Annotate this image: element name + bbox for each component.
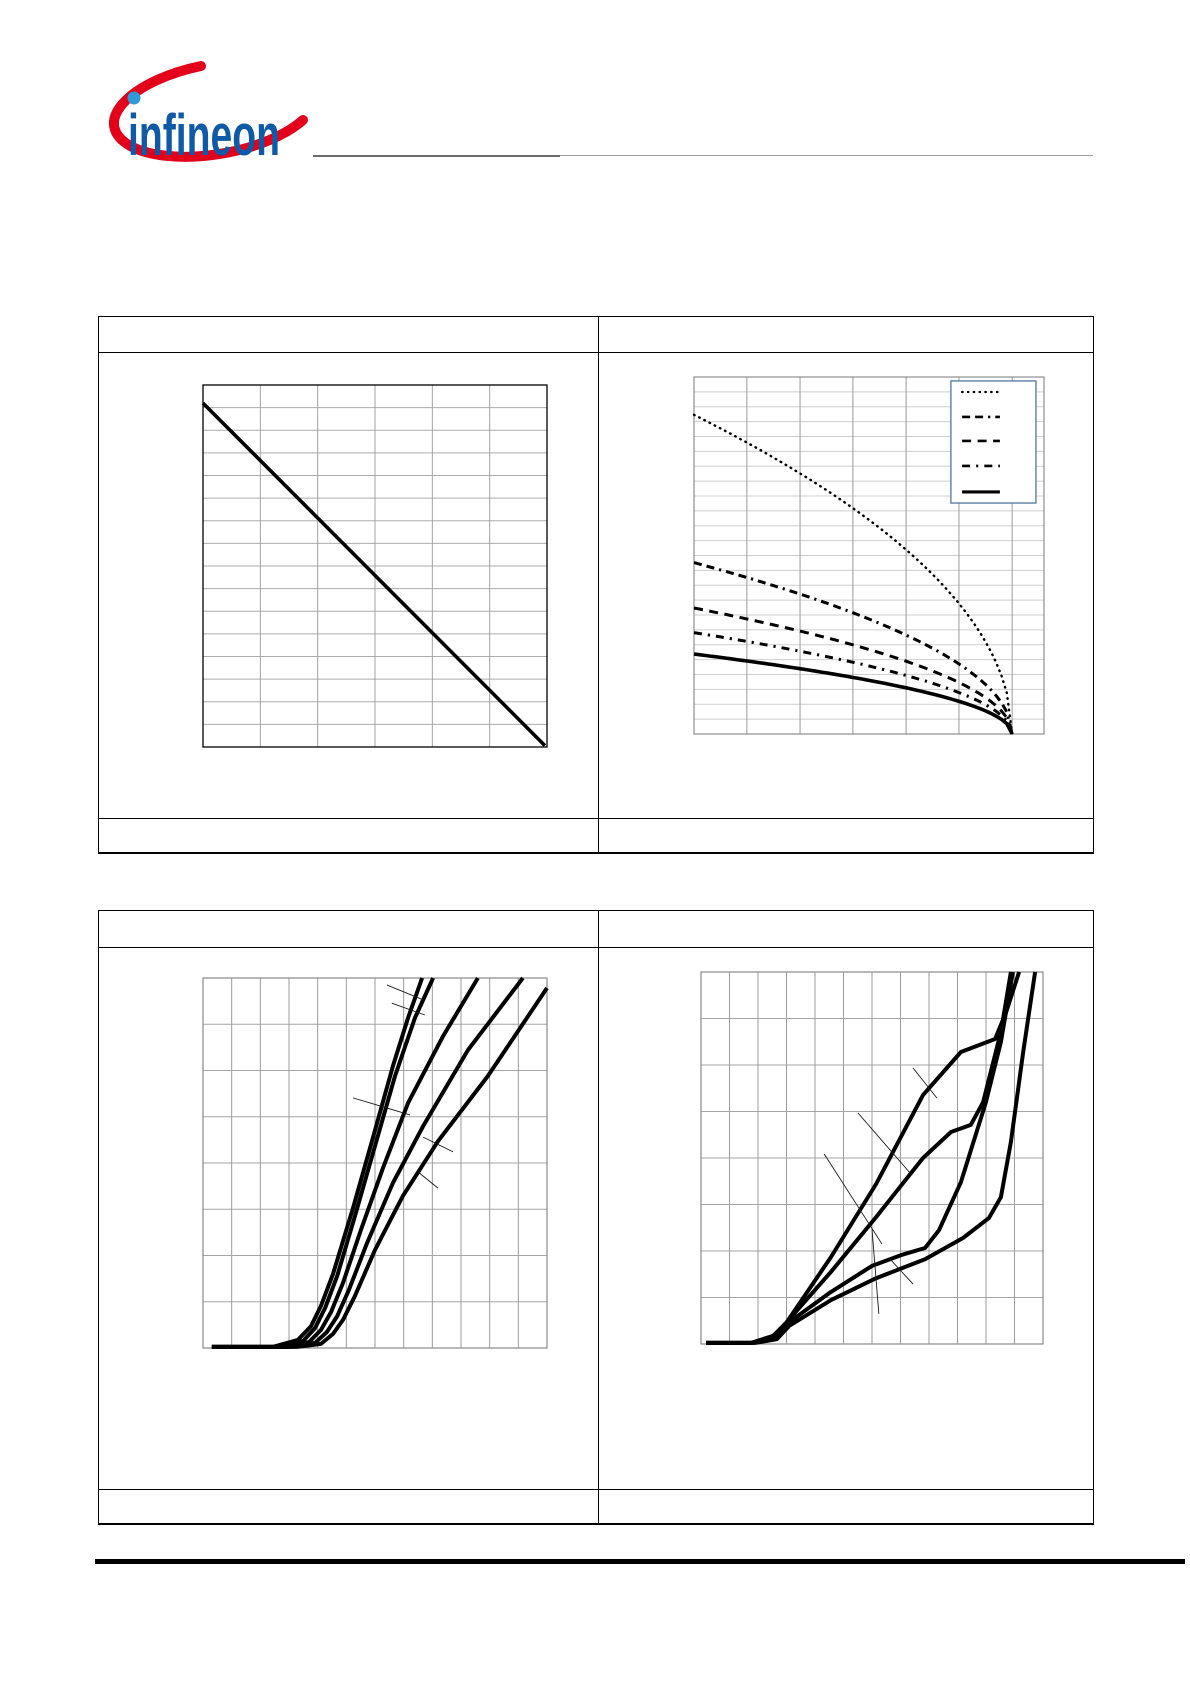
bottom-table-border-bottom [98,1523,1094,1525]
header-rule-right [560,155,1093,156]
top-table-border-right [1092,316,1094,854]
top-table-border-left [98,316,100,854]
bottom-table-footer-divider [98,1489,1094,1490]
chart-bottom-right-curves [700,971,1044,1345]
footer-rule [95,1559,1185,1564]
logo-wordmark: infineon [128,103,280,168]
bottom-table-column-divider [598,910,599,1525]
bottom-table-header-divider [98,947,1094,948]
top-table-border-bottom [98,852,1094,854]
chart-top-right-derating [692,376,1045,736]
top-table-column-divider [598,316,599,854]
top-table-header-divider [98,352,1094,353]
bottom-table [98,910,1094,1525]
bottom-table-border-right [1092,910,1094,1525]
chart-bottom-left-curves [202,976,549,1349]
top-table-footer-divider [98,818,1094,819]
logo-swoosh-icon [108,61,308,162]
top-table [98,316,1094,854]
legend [950,380,1037,504]
top-table-border-top [98,316,1094,318]
header-rule-left [313,155,560,157]
infineon-logo: infineon [108,61,308,168]
logo-i-dot-icon [127,91,141,105]
chart-top-left-diagonal [201,384,548,748]
bottom-table-border-left [98,910,100,1525]
bottom-table-border-top [98,910,1094,912]
